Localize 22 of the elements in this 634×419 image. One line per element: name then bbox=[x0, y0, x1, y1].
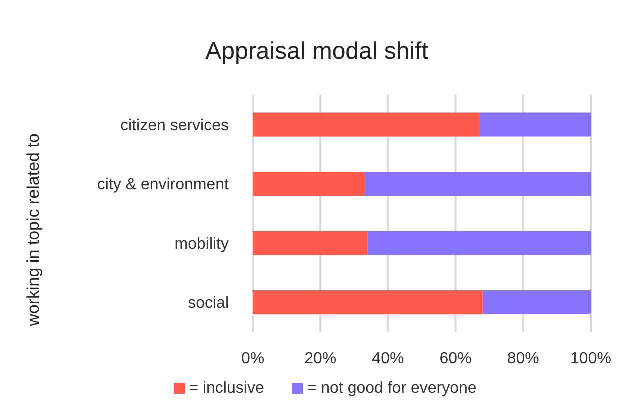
legend-label: = not good for everyone bbox=[307, 380, 477, 397]
bar bbox=[364, 172, 591, 196]
y-tick-label: citizen services bbox=[120, 117, 229, 134]
bar bbox=[368, 231, 591, 256]
bar bbox=[253, 172, 365, 196]
bar bbox=[479, 112, 591, 137]
x-tick-label: 80% bbox=[507, 350, 540, 368]
chart-title: Appraisal modal shift bbox=[204, 38, 430, 66]
bar bbox=[253, 112, 480, 137]
bar bbox=[253, 290, 483, 315]
y-tick-label: social bbox=[188, 295, 229, 312]
x-tick-label: 20% bbox=[304, 350, 337, 368]
x-tick-label: 40% bbox=[372, 350, 404, 368]
y-tick-label: mobility bbox=[174, 236, 229, 253]
x-tick-label: 100% bbox=[570, 350, 612, 368]
y-axis-title: working in topic related to bbox=[24, 134, 44, 326]
legend-label: = inclusive bbox=[189, 380, 264, 397]
x-tick-label: 60% bbox=[440, 350, 472, 368]
bar bbox=[482, 290, 591, 315]
y-tick-label: city & environment bbox=[97, 176, 230, 194]
x-tick-label: 0% bbox=[241, 350, 265, 368]
bar bbox=[253, 231, 368, 256]
